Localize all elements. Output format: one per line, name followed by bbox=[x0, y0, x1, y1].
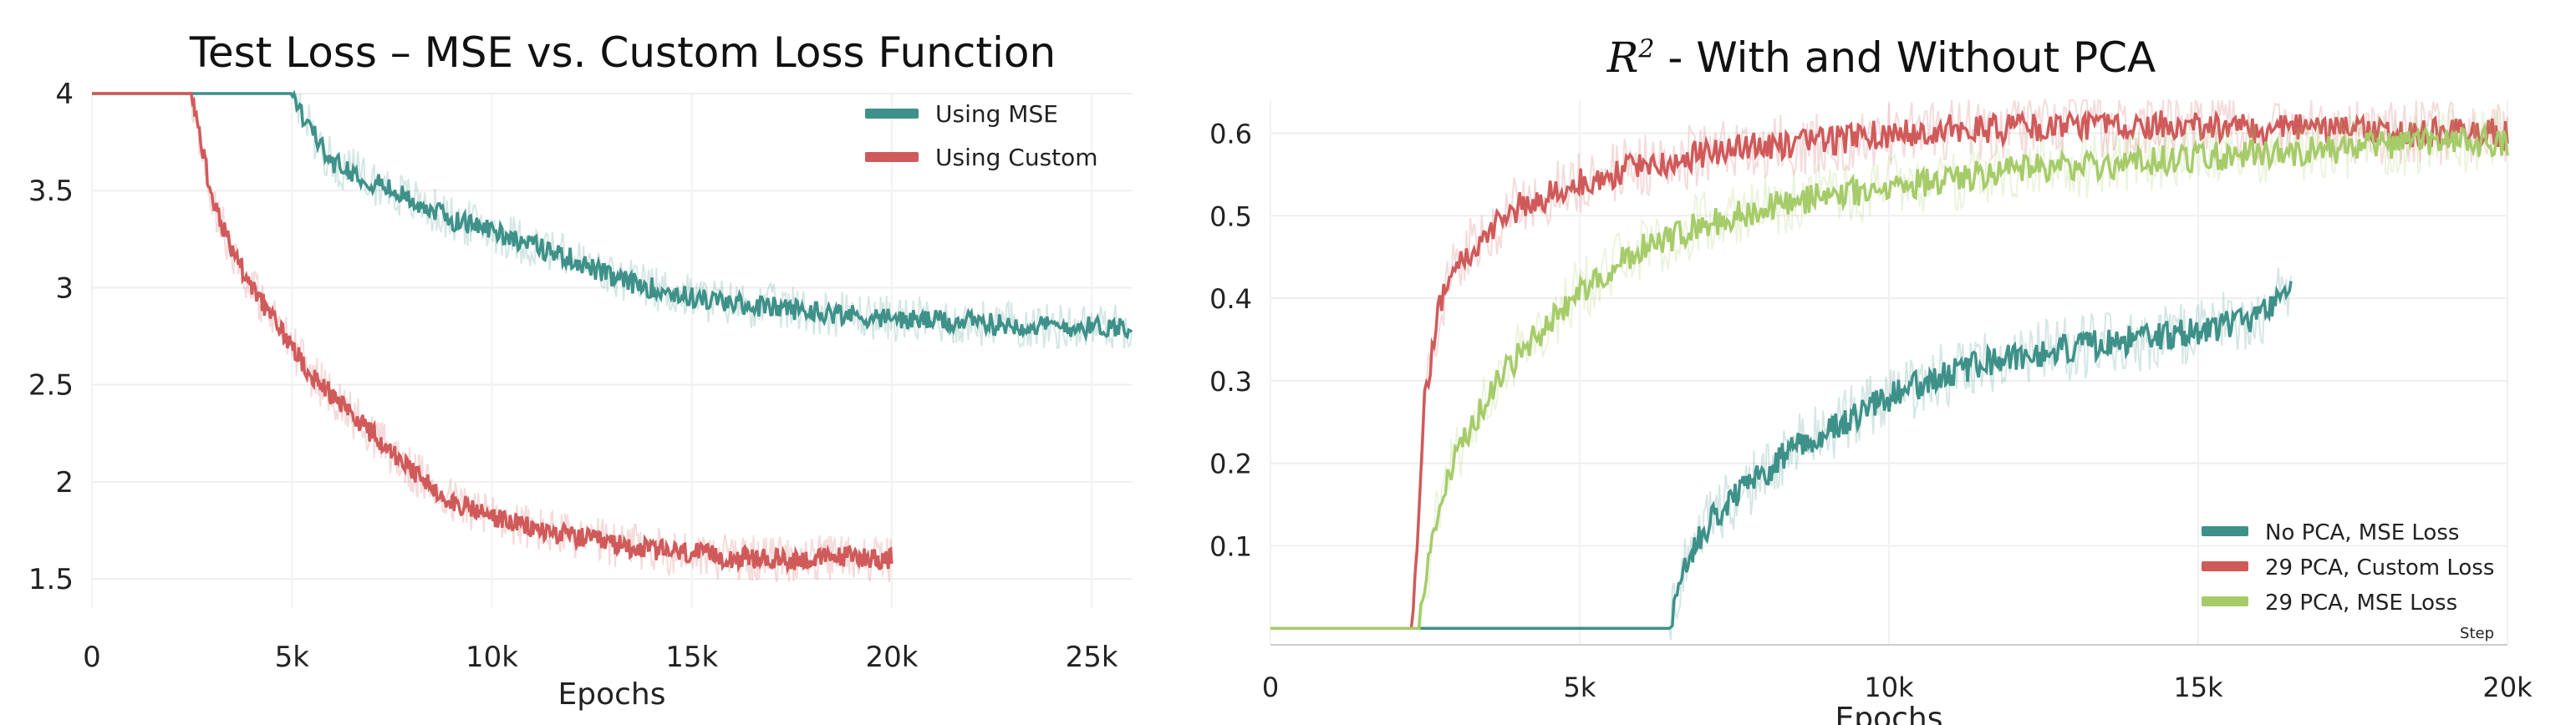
series-line-2 bbox=[1270, 121, 2509, 630]
r-symbol: R bbox=[1606, 33, 1639, 82]
legend-swatch bbox=[2202, 596, 2248, 606]
x-tick-label: 15k bbox=[665, 641, 718, 674]
x-tick-label: 0 bbox=[83, 641, 101, 674]
series-line-0 bbox=[1270, 281, 2293, 630]
legend-label: No PCA, MSE Loss bbox=[2265, 520, 2459, 545]
legend-swatch bbox=[2202, 561, 2248, 571]
x-tick-label: 5k bbox=[1564, 672, 1596, 703]
legend-label: Using Custom bbox=[935, 144, 1098, 171]
x-tick-label: 20k bbox=[865, 641, 918, 674]
left-chart-svg: 1.5 2 2.5 3 3.5 4 0 5k 10k 15k 20k 25k Epochs Using M… bbox=[28, 78, 1133, 712]
legend-label: 29 PCA, Custom Loss bbox=[2265, 555, 2494, 581]
right-title-text: - With and Without PCA bbox=[1654, 33, 2156, 82]
right-chart-title: R2 - With and Without PCA bbox=[1187, 33, 2576, 82]
x-tick-label: 25k bbox=[1066, 641, 1118, 674]
legend-swatch bbox=[865, 109, 919, 119]
y-tick-label: 4 bbox=[55, 78, 74, 111]
y-tick-label: 0.2 bbox=[1209, 449, 1252, 480]
x-axis-label: Epochs bbox=[1835, 702, 1943, 725]
y-tick-label: 0.1 bbox=[1209, 530, 1252, 562]
x-axis-label: Epochs bbox=[558, 677, 666, 712]
step-label: Step bbox=[2460, 625, 2494, 642]
left-chart-panel: Test Loss – MSE vs. Custom Loss Function… bbox=[0, 0, 1170, 725]
y-tick-label: 0.3 bbox=[1209, 366, 1252, 398]
right-chart-svg: 0.1 0.2 0.3 0.4 0.5 0.6 0 5k 10k 15k 20k Epochs No P… bbox=[1209, 97, 2533, 725]
y-tick-label: 1.5 bbox=[28, 563, 74, 596]
x-tick-label: 15k bbox=[2173, 672, 2223, 703]
series-raw-2 bbox=[1270, 106, 2508, 634]
y-tick-label: 0.4 bbox=[1209, 283, 1252, 315]
series-line-1 bbox=[1270, 109, 2509, 630]
y-tick-label: 2 bbox=[55, 466, 74, 499]
x-tick-label: 0 bbox=[1262, 672, 1279, 703]
series-line-1 bbox=[92, 92, 893, 575]
legend-swatch bbox=[865, 152, 919, 162]
right-chart-panel: R2 - With and Without PCA 0.1 0.2 0.3 0.4 0.… bbox=[1187, 0, 2576, 725]
x-tick-label: 5k bbox=[275, 641, 310, 674]
series-line-0 bbox=[92, 89, 1133, 342]
x-tick-label: 10k bbox=[1864, 672, 1914, 703]
legend-swatch bbox=[2202, 526, 2248, 536]
superscript-2: 2 bbox=[1638, 34, 1655, 64]
legend-label: 29 PCA, MSE Loss bbox=[2265, 591, 2457, 616]
y-tick-label: 3 bbox=[55, 271, 74, 305]
left-chart-title: Test Loss – MSE vs. Custom Loss Function bbox=[189, 28, 1056, 77]
y-tick-label: 0.6 bbox=[1209, 119, 1252, 150]
legend-label: Using MSE bbox=[935, 100, 1058, 128]
y-tick-label: 0.5 bbox=[1209, 200, 1252, 232]
x-tick-label: 20k bbox=[2482, 672, 2533, 703]
x-tick-label: 10k bbox=[466, 641, 518, 674]
y-tick-label: 2.5 bbox=[28, 369, 74, 403]
y-tick-label: 3.5 bbox=[28, 175, 74, 208]
series-raw-0 bbox=[92, 93, 1133, 350]
